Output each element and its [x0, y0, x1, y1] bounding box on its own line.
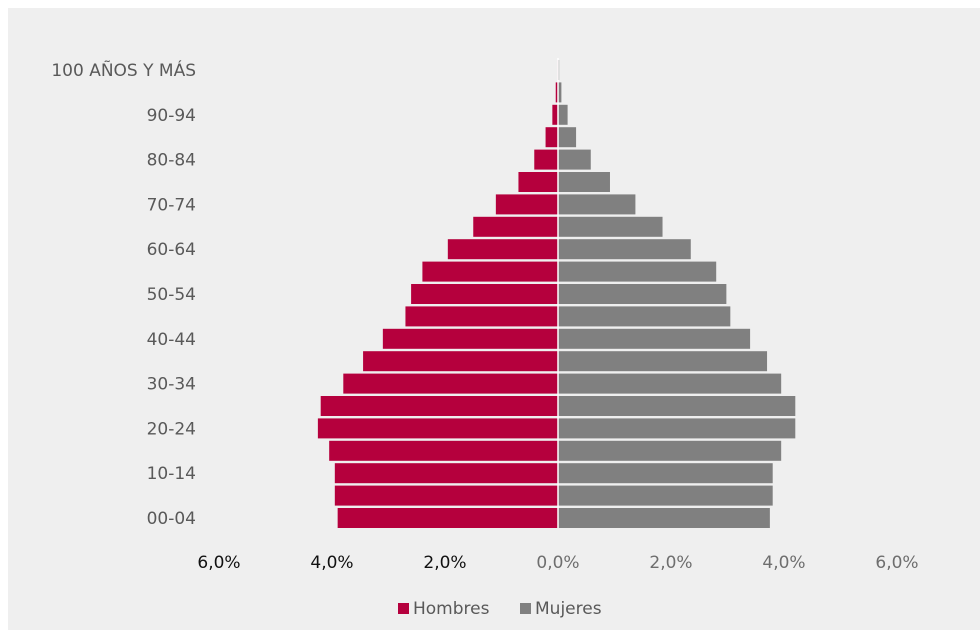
bar-hombres-30-34 [343, 373, 558, 394]
bar-hombres-20-24 [317, 418, 558, 439]
bar-mujeres-90-94 [558, 104, 568, 125]
bar-mujeres-85-89 [558, 127, 577, 148]
x-tick-label: 6,0% [197, 553, 240, 573]
x-tick-label: 2,0% [423, 553, 466, 573]
bar-mujeres-45-49 [558, 306, 731, 327]
bar-hombres-45-49 [405, 306, 558, 327]
bar-hombres-00-04 [337, 508, 558, 528]
x-tick-label: 4,0% [762, 553, 805, 573]
bar-hombres-25-29 [320, 396, 558, 416]
bar-hombres-85-89 [545, 127, 558, 148]
bar-mujeres-65-69 [558, 216, 663, 237]
bar-hombres-50-54 [411, 284, 558, 304]
x-tick-label: 4,0% [310, 553, 353, 573]
bar-mujeres-80-84 [558, 149, 591, 170]
chart-panel: 00-04 10-14 20-24 30-34 40-44 50-54 60-64 70-74… [8, 8, 980, 630]
bar-mujeres-70-74 [558, 194, 636, 215]
category-label-80-84: 80-84 [147, 151, 196, 171]
bar-hombres-95-99 [555, 82, 558, 103]
bar-hombres-70-74 [495, 194, 558, 215]
category-label-20-24: 20-24 [147, 419, 196, 439]
bar-mujeres-60-64 [558, 239, 691, 260]
bar-hombres-60-64 [447, 239, 558, 260]
category-label-10-14: 10-14 [147, 464, 196, 484]
bar-hombres-80-84 [534, 149, 558, 170]
bar-hombres-35-39 [363, 351, 558, 372]
category-label-30-34: 30-34 [147, 375, 196, 395]
bar-mujeres-00-04 [558, 508, 770, 528]
legend-swatch-hombres [398, 603, 409, 614]
bar-hombres-90-94 [552, 104, 558, 125]
category-label-50-54: 50-54 [147, 285, 196, 305]
legend-label-mujeres: Mujeres [535, 599, 602, 619]
legend-swatch-mujeres [520, 603, 531, 614]
bar-mujeres-40-44 [558, 328, 751, 349]
x-tick-label: 0,0% [536, 553, 579, 573]
x-tick-label: 2,0% [649, 553, 692, 573]
bar-mujeres-10-14 [558, 463, 773, 484]
bar-hombres-15-19 [329, 440, 558, 461]
legend-label-hombres: Hombres [413, 599, 490, 619]
bar-hombres-55-59 [422, 261, 558, 282]
bar-mujeres-15-19 [558, 440, 782, 461]
bar-mujeres-20-24 [558, 418, 796, 439]
bar-hombres-40-44 [382, 328, 558, 349]
bar-hombres-05-09 [334, 485, 558, 506]
bar-mujeres-75-79 [558, 172, 610, 192]
bar-mujeres-05-09 [558, 485, 773, 506]
bar-mujeres-55-59 [558, 261, 717, 282]
bar-mujeres-50-54 [558, 284, 727, 304]
category-label-100-anos-y-mas: 100 AÑOS Y MÁS [51, 59, 196, 81]
bar-hombres-65-69 [473, 216, 558, 237]
legend: Hombres Mujeres [398, 599, 602, 619]
bar-mujeres-35-39 [558, 351, 768, 372]
bar-mujeres-30-34 [558, 373, 782, 394]
x-tick-label: 6,0% [875, 553, 918, 573]
bar-hombres-10-14 [334, 463, 558, 484]
bar-hombres-75-79 [518, 172, 558, 192]
category-label-00-04: 00-04 [147, 509, 196, 529]
bar-mujeres-95-99 [558, 82, 562, 103]
category-label-40-44: 40-44 [147, 330, 196, 350]
bar-mujeres-25-29 [558, 396, 796, 416]
category-label-60-64: 60-64 [147, 240, 196, 260]
category-label-70-74: 70-74 [147, 195, 196, 215]
population-pyramid-chart: 00-04 10-14 20-24 30-34 40-44 50-54 60-64 70-74… [51, 58, 919, 619]
category-label-90-94: 90-94 [147, 106, 196, 126]
